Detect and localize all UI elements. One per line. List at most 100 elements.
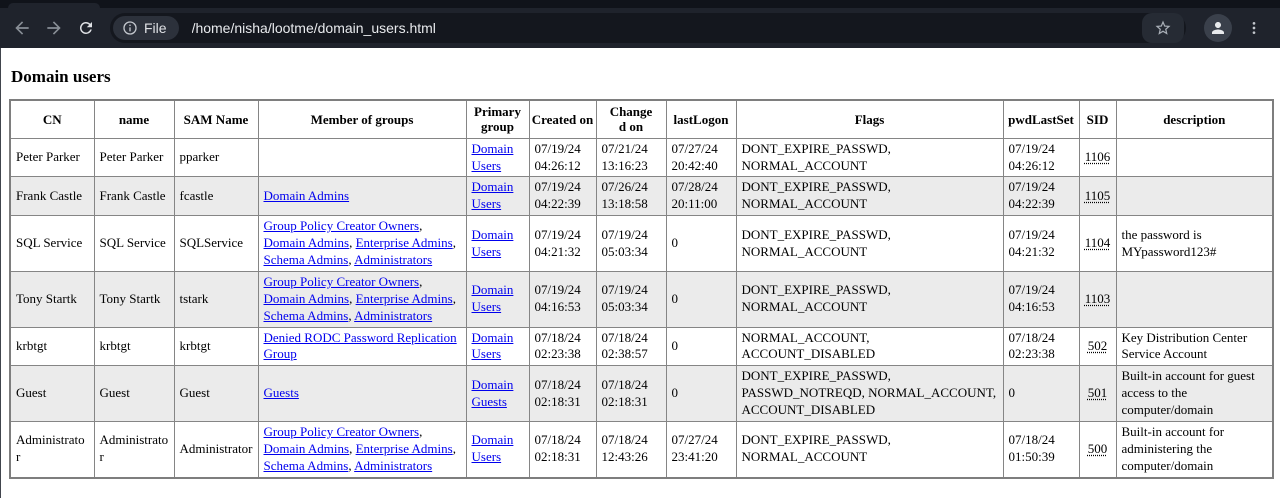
cell-sid: 500 bbox=[1078, 421, 1117, 479]
primary-group-link[interactable]: Domain Users bbox=[471, 140, 514, 173]
column-header: Primary group bbox=[465, 99, 530, 139]
cell-pwd-last-set: 07/19/24 04:21:32 bbox=[1002, 215, 1080, 272]
bookmark-star-button[interactable] bbox=[1142, 13, 1184, 43]
reload-button[interactable] bbox=[70, 12, 102, 44]
cell-changed-on: 07/18/24 02:18:31 bbox=[595, 365, 667, 423]
group-link[interactable]: Administrators bbox=[354, 307, 433, 323]
table-row: Administrator Administrator Administrator G… bbox=[9, 421, 1274, 479]
cell-changed-on: 07/26/24 13:18:58 bbox=[595, 176, 667, 217]
column-header: SID bbox=[1078, 99, 1117, 139]
cell-name: Administrator bbox=[93, 421, 175, 479]
forward-button[interactable] bbox=[38, 12, 70, 44]
primary-group-link[interactable]: Domain Guests bbox=[471, 376, 514, 409]
cell-cn: Tony Startk bbox=[9, 270, 95, 328]
cell-created-on: 07/18/24 02:23:38 bbox=[528, 326, 597, 367]
cell-flags: DONT_EXPIRE_PASSWD, NORMAL_ACCOUNT bbox=[735, 176, 1004, 217]
cell-sid: 1104 bbox=[1078, 215, 1117, 272]
group-link[interactable]: Schema Admins bbox=[263, 252, 349, 267]
info-icon bbox=[122, 20, 138, 36]
back-arrow-icon bbox=[12, 18, 32, 38]
cell-name: Tony Startk bbox=[93, 270, 175, 328]
cell-pwd-last-set: 07/18/24 02:23:38 bbox=[1002, 326, 1080, 367]
column-header: Changed on bbox=[595, 99, 667, 139]
browser-menu-button[interactable] bbox=[1238, 12, 1270, 44]
primary-group-link[interactable]: Domain Users bbox=[471, 432, 514, 465]
cell-pwd-last-set: 07/19/24 04:16:53 bbox=[1002, 270, 1080, 328]
address-bar[interactable]: File /home/nisha/lootme/domain_users.htm… bbox=[110, 13, 1186, 43]
cell-flags: DONT_EXPIRE_PASSWD, PASSWD_NOTREQD, NORM… bbox=[735, 365, 1004, 423]
cell-created-on: 07/19/24 04:26:12 bbox=[528, 137, 597, 178]
cell-created-on: 07/19/24 04:16:53 bbox=[528, 270, 597, 328]
table-row: krbtgt krbtgt krbtgt Denied RODC Password R… bbox=[9, 326, 1274, 367]
cell-cn: Guest bbox=[9, 365, 95, 423]
forward-arrow-icon bbox=[44, 18, 64, 38]
cell-name: Peter Parker bbox=[93, 137, 175, 178]
reload-icon bbox=[77, 19, 95, 37]
group-link[interactable]: Schema Admins bbox=[263, 457, 349, 473]
primary-group-link[interactable]: Domain Users bbox=[471, 329, 514, 362]
group-link[interactable]: Enterprise Admins bbox=[355, 290, 453, 306]
cell-sid: 1103 bbox=[1078, 270, 1117, 328]
group-link[interactable]: Group Policy Creator Owners bbox=[263, 273, 420, 289]
group-link[interactable]: Group Policy Creator Owners bbox=[263, 218, 420, 234]
cell-sid: 502 bbox=[1078, 326, 1117, 367]
table-header-row: CN name SAM Name Member of groups Primary gr… bbox=[9, 99, 1274, 139]
sid-value: 502 bbox=[1087, 338, 1108, 353]
cell-changed-on: 07/18/24 02:38:57 bbox=[595, 326, 667, 367]
cell-sid: 1106 bbox=[1078, 137, 1117, 178]
cell-last-logon: 07/27/24 23:41:20 bbox=[665, 421, 737, 479]
browser-tab[interactable] bbox=[8, 3, 100, 8]
cell-primary-group: Domain Users bbox=[465, 270, 530, 328]
group-link[interactable]: Schema Admins bbox=[263, 307, 349, 323]
cell-flags: DONT_EXPIRE_PASSWD, NORMAL_ACCOUNT bbox=[735, 421, 1004, 479]
group-link[interactable]: Domain Admins bbox=[263, 290, 350, 306]
cell-pwd-last-set: 07/19/24 04:22:39 bbox=[1002, 176, 1080, 217]
column-header: name bbox=[93, 99, 175, 139]
cell-cn: Peter Parker bbox=[9, 137, 95, 178]
cell-member-of-groups: Domain Admins bbox=[257, 176, 467, 217]
profile-icon bbox=[1209, 19, 1227, 37]
cell-sam-name: pparker bbox=[173, 137, 259, 178]
cell-flags: DONT_EXPIRE_PASSWD, NORMAL_ACCOUNT bbox=[735, 270, 1004, 328]
table-row: Guest Guest Guest Guests Domain Guests 07/18/… bbox=[9, 365, 1274, 423]
table-row: Frank Castle Frank Castle fcastle Domain Ad… bbox=[9, 176, 1274, 217]
group-link[interactable]: Domain Admins bbox=[263, 187, 350, 203]
cell-last-logon: 07/28/24 20:11:00 bbox=[665, 176, 737, 217]
page-title: Domain users bbox=[11, 67, 111, 86]
primary-group-link[interactable]: Domain Users bbox=[471, 179, 514, 212]
cell-primary-group: Domain Users bbox=[465, 326, 530, 367]
url-text[interactable]: /home/nisha/lootme/domain_users.html bbox=[191, 20, 436, 36]
column-header: SAM Name bbox=[173, 99, 259, 139]
cell-name: Guest bbox=[93, 365, 175, 423]
group-link[interactable]: Enterprise Admins bbox=[355, 440, 453, 456]
cell-sam-name: Administrator bbox=[173, 421, 259, 479]
group-link[interactable]: Domain Admins bbox=[263, 235, 350, 251]
primary-group-link[interactable]: Domain Users bbox=[471, 226, 514, 259]
group-link[interactable]: Domain Admins bbox=[263, 440, 350, 456]
primary-group-link[interactable]: Domain Users bbox=[471, 282, 514, 315]
cell-flags: NORMAL_ACCOUNT, ACCOUNT_DISABLED bbox=[735, 326, 1004, 367]
group-link[interactable]: Group Policy Creator Owners bbox=[263, 424, 420, 440]
cell-member-of-groups: Group Policy Creator Owners, Domain Admi… bbox=[257, 421, 467, 479]
group-link[interactable]: Denied RODC Password Replication Group bbox=[263, 329, 457, 362]
cell-pwd-last-set: 07/19/24 04:26:12 bbox=[1002, 137, 1080, 178]
cell-last-logon: 0 bbox=[665, 365, 737, 423]
group-link[interactable]: Guests bbox=[263, 385, 299, 401]
column-header: CN bbox=[9, 99, 95, 139]
table-header: CN name SAM Name Member of groups Primary gr… bbox=[9, 99, 1274, 139]
group-link[interactable]: Enterprise Admins bbox=[355, 235, 453, 251]
group-link[interactable]: Administrators bbox=[354, 252, 433, 267]
column-header: description bbox=[1115, 99, 1274, 139]
cell-last-logon: 0 bbox=[665, 215, 737, 272]
back-button[interactable] bbox=[6, 12, 38, 44]
profile-button[interactable] bbox=[1204, 14, 1232, 42]
sid-value: 1103 bbox=[1084, 290, 1111, 306]
cell-last-logon: 0 bbox=[665, 326, 737, 367]
cell-name: krbtgt bbox=[93, 326, 175, 367]
column-header: lastLogon bbox=[665, 99, 737, 139]
column-header: Created on bbox=[528, 99, 597, 139]
site-info-chip[interactable]: File bbox=[113, 16, 179, 40]
sid-value: 1104 bbox=[1084, 235, 1111, 251]
group-link[interactable]: Administrators bbox=[354, 457, 433, 473]
table-body: Peter Parker Peter Parker pparker Domain Us… bbox=[9, 137, 1274, 479]
